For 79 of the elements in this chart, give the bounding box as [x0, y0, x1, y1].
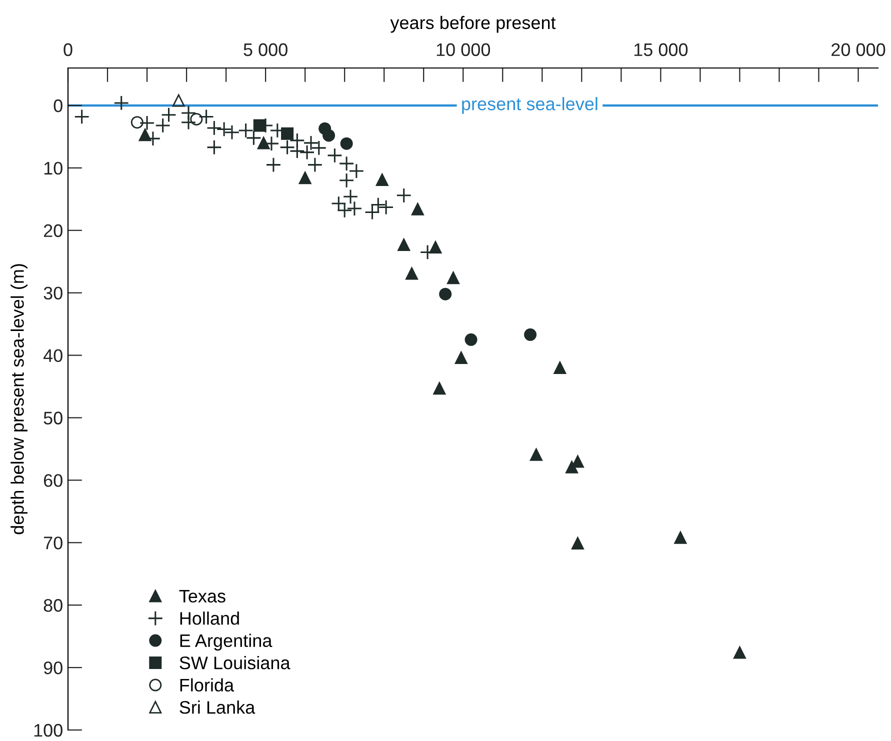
legend-label: Holland [180, 612, 239, 625]
y-tick-label: 100 [34, 724, 62, 737]
x-tick-label: 15 000 [634, 43, 688, 56]
point [299, 144, 315, 160]
y-tick-label: 90 [44, 661, 62, 674]
point [464, 333, 478, 346]
x-tick-label: 0 [64, 43, 72, 56]
y-tick-label: 70 [44, 536, 62, 550]
point [130, 116, 144, 129]
point [238, 122, 254, 138]
legend-label: Florida [180, 678, 234, 692]
point [733, 646, 746, 659]
legend-label: E Argentina [180, 634, 272, 651]
point [342, 188, 358, 204]
point [530, 448, 542, 461]
point [338, 172, 354, 188]
y-tick-label: 10 [44, 162, 62, 175]
point [74, 109, 90, 124]
x-axis-title: years before present [390, 16, 556, 33]
y-tick-label: 40 [43, 349, 62, 362]
x-tick-label: 5 000 [244, 43, 288, 56]
point [411, 202, 424, 216]
point [246, 130, 262, 146]
point [338, 156, 354, 172]
point [190, 112, 203, 126]
point [433, 382, 446, 395]
point [554, 362, 566, 374]
point [206, 140, 222, 156]
point [216, 121, 232, 137]
point [138, 128, 152, 142]
point [336, 202, 352, 218]
point [322, 129, 336, 142]
point [454, 352, 468, 364]
legend-label: Texas [179, 590, 226, 603]
point [198, 109, 214, 124]
point [571, 537, 584, 550]
point [114, 95, 130, 111]
point [172, 94, 185, 107]
ref-line-label: present sea-level [462, 97, 598, 114]
point [266, 157, 282, 173]
point [161, 107, 176, 123]
legend-label: SW Louisiana [180, 656, 290, 670]
point [303, 135, 319, 151]
point [446, 272, 460, 284]
point [139, 115, 155, 131]
y-tick-label: 20 [44, 224, 62, 238]
y-tick-label: 50 [44, 412, 62, 424]
point [311, 140, 327, 156]
point [330, 196, 346, 212]
point [566, 460, 578, 474]
y-tick-label: 30 [44, 286, 62, 300]
y-tick-label: 80 [44, 599, 62, 612]
point [674, 531, 687, 544]
point [281, 127, 294, 140]
point [378, 200, 394, 215]
point [257, 136, 270, 150]
point [326, 148, 342, 164]
y-axis-title: depth below present sea-level (m) [10, 264, 28, 534]
point [180, 114, 196, 130]
legend-label: Sri Lanka [180, 700, 256, 714]
point [524, 328, 537, 341]
x-tick-label: 10 000 [436, 43, 490, 56]
y-tick-label: 0 [54, 99, 62, 112]
point [298, 172, 312, 184]
point [398, 238, 410, 251]
point [340, 137, 353, 150]
point [206, 120, 222, 136]
point [439, 288, 452, 300]
x-tick-label: 20 000 [832, 43, 886, 56]
point [406, 267, 418, 280]
point [396, 188, 412, 204]
point [348, 163, 364, 179]
point [376, 174, 388, 186]
point [155, 118, 171, 134]
point [307, 157, 323, 173]
point [346, 200, 362, 216]
point [289, 143, 305, 159]
y-tick-label: 60 [44, 474, 62, 487]
point [224, 124, 240, 140]
